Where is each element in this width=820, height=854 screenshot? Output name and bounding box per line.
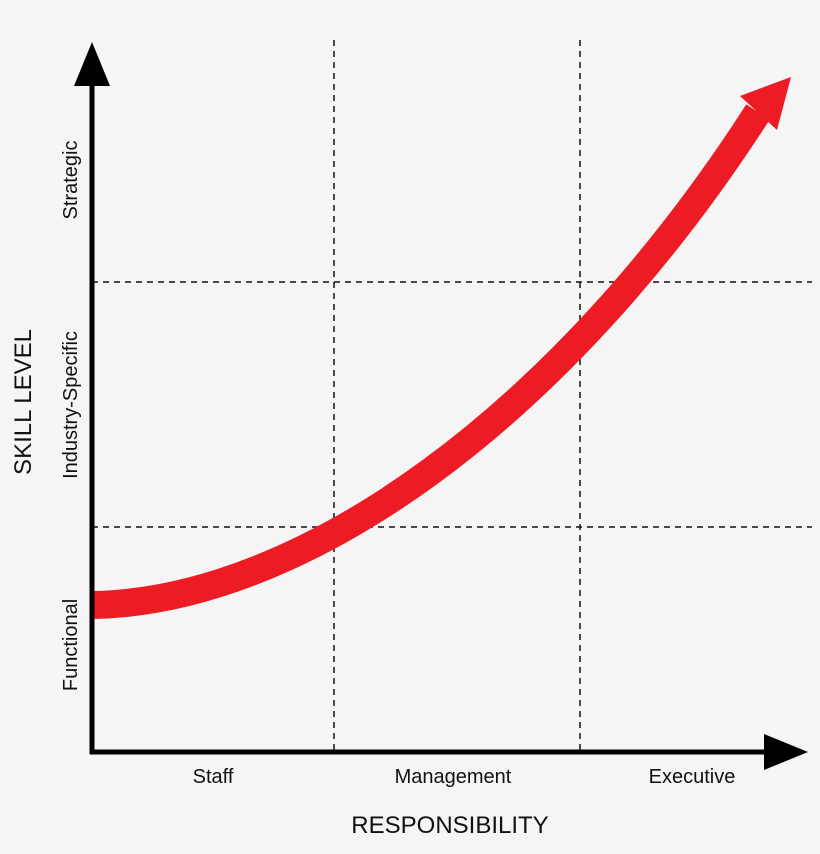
x-category: Executive: [649, 766, 736, 788]
growth-arrowhead: [740, 77, 791, 130]
y-axis-title: SKILL LEVEL: [10, 329, 37, 475]
y-category: Functional: [60, 599, 82, 691]
y-category: Industry-Specific: [60, 331, 82, 479]
x-category: Staff: [193, 766, 234, 788]
x-axis-arrow: [764, 734, 808, 770]
y-category: Strategic: [60, 141, 82, 220]
x-category: Management: [395, 766, 512, 788]
growth-curve: [91, 104, 770, 619]
x-axis-title: RESPONSIBILITY: [351, 812, 548, 839]
y-axis-arrow: [74, 42, 110, 86]
